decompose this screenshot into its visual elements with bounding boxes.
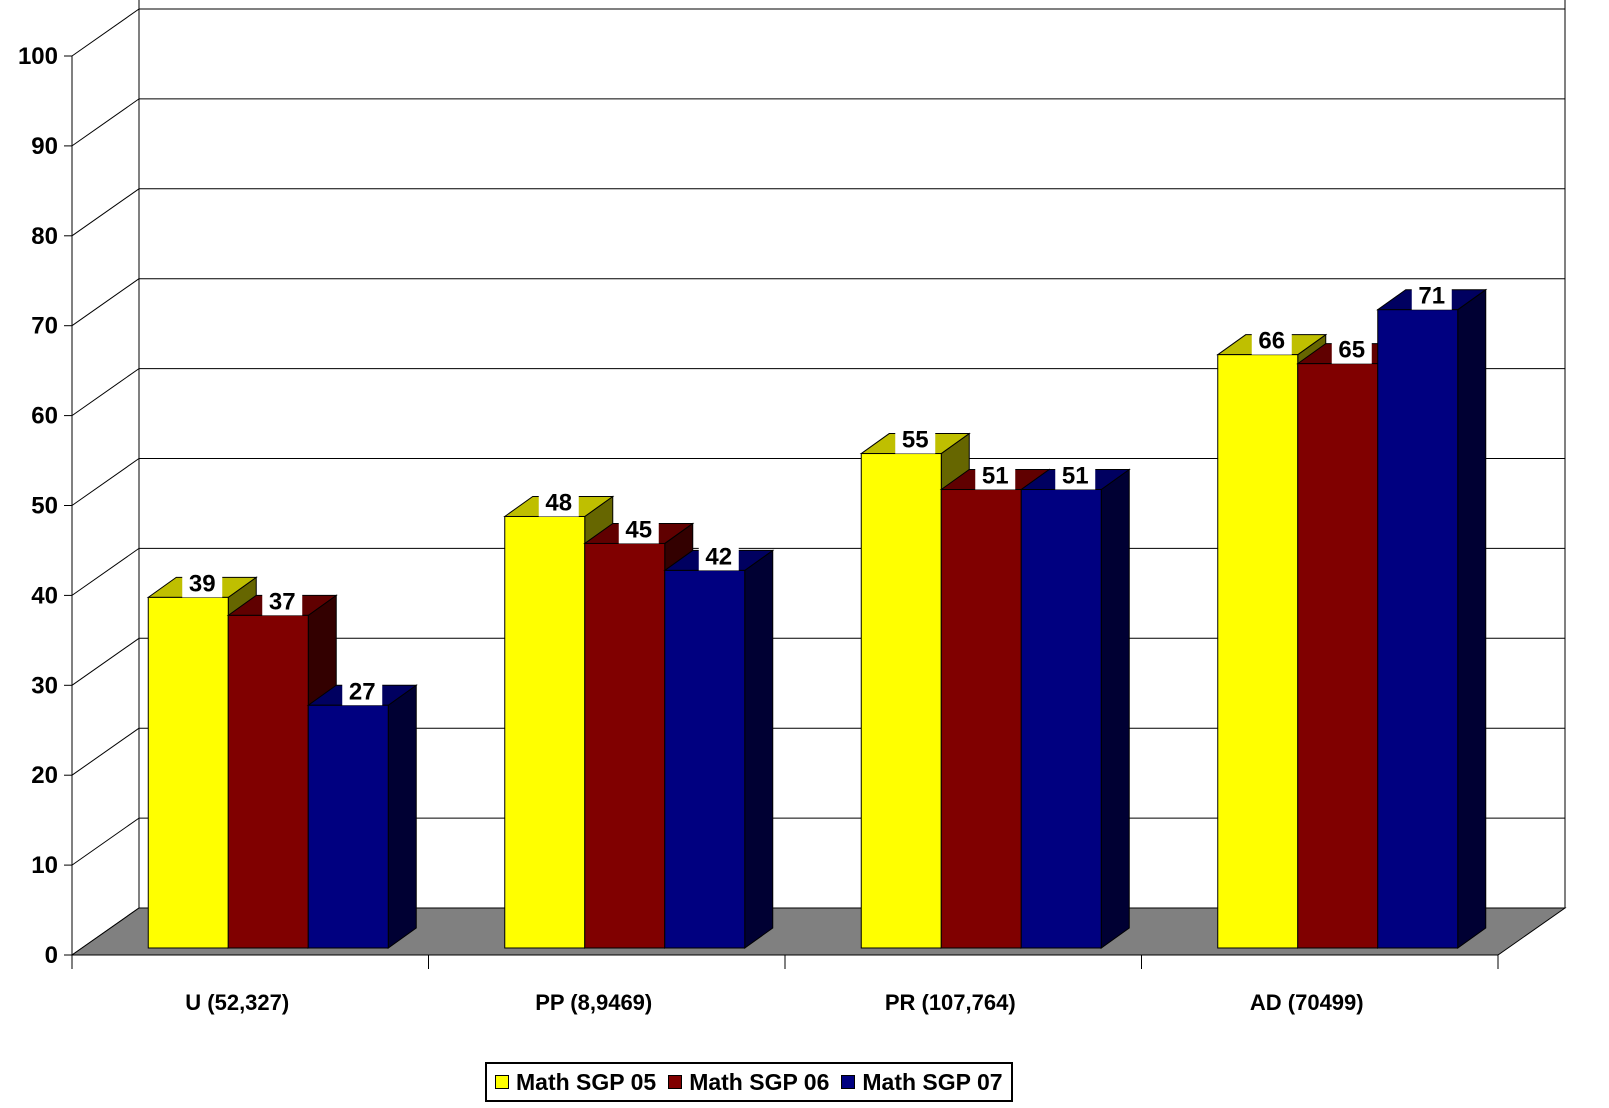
legend-item-series-1: Math SGP 05: [495, 1069, 656, 1096]
data-label-box: [1055, 459, 1096, 490]
x-category-label: PP (8,9469): [535, 990, 652, 1015]
x-category-labels: U (52,327) PP (8,9469) PR (107,764) AD (704…: [185, 990, 1363, 1015]
data-label: 66: [1258, 328, 1285, 355]
bar: [1217, 354, 1299, 949]
y-tick-labels: 0 10 20 30 40 50 60 70 80 90 100: [18, 43, 58, 969]
y-tick-label: 80: [31, 223, 58, 250]
y-tick-label: 90: [31, 133, 58, 160]
data-label: 71: [1418, 283, 1445, 310]
data-label: 51: [1062, 463, 1089, 490]
gridline-diagonal: [71, 817, 140, 866]
gridline-diagonal: [71, 458, 140, 506]
gridline-diagonal: [71, 637, 140, 686]
data-label-box: [1331, 333, 1372, 364]
legend-swatch-series-3: [841, 1075, 856, 1089]
bar: [940, 489, 1022, 949]
data-label: 27: [349, 678, 376, 705]
y-tick-label: 60: [31, 403, 58, 430]
axes: [64, 0, 1499, 969]
data-label-box: [342, 675, 383, 706]
y-tick-label: 30: [31, 672, 58, 699]
x-category-label: PR (107,764): [885, 990, 1016, 1015]
bar: [1297, 363, 1379, 949]
data-label: 48: [545, 489, 572, 516]
data-label: 37: [269, 588, 296, 615]
data-label-box: [182, 567, 223, 598]
legend-swatch-series-2: [668, 1075, 683, 1089]
y-tick-label: 0: [45, 942, 58, 969]
data-label: 51: [982, 463, 1009, 490]
data-label-box: [262, 585, 303, 616]
y-tick-label: 50: [31, 493, 58, 520]
bar: [307, 704, 389, 949]
bar: [147, 596, 229, 949]
x-category-label: AD (70499): [1250, 990, 1364, 1015]
y-tick-label: 40: [31, 582, 58, 609]
legend-item-series-2: Math SGP 06: [668, 1069, 829, 1096]
bars: [146, 288, 1488, 949]
x-category-label: U (52,327): [185, 990, 289, 1015]
bar: [584, 542, 666, 949]
gridline-diagonal: [71, 368, 140, 417]
data-label: 45: [625, 516, 652, 543]
bar: [664, 569, 746, 949]
data-label-box: [698, 540, 739, 571]
y-tick-label: 100: [18, 43, 58, 70]
data-labels: 39 37 27 48 45 42 55 51 51 66 65 71: [182, 279, 1452, 706]
data-label-box: [975, 459, 1016, 490]
gridline-diagonal: [71, 98, 140, 147]
legend-item-series-3: Math SGP 07: [841, 1068, 1003, 1096]
legend-label-series-2: Math SGP 06: [689, 1068, 830, 1095]
y-tick-label: 20: [31, 762, 58, 789]
data-label-box: [1411, 279, 1452, 310]
data-label-box: [618, 513, 659, 544]
legend-label-series-3: Math SGP 07: [862, 1068, 1003, 1095]
bar-side: [1100, 468, 1130, 949]
data-label-box: [1251, 324, 1292, 355]
bar-side: [1457, 288, 1487, 949]
y-tick-label: 70: [31, 313, 58, 340]
y-tick-label: 10: [31, 852, 58, 879]
data-label-box: [538, 486, 579, 517]
gridline-diagonal: [71, 278, 140, 327]
bar-side: [387, 684, 417, 949]
bar: [227, 614, 309, 949]
legend: Math SGP 05 Math SGP 06 Math SGP 07: [485, 1062, 1013, 1102]
data-label: 65: [1338, 337, 1365, 364]
bar: [1377, 309, 1459, 949]
legend-label-series-1: Math SGP 05: [516, 1068, 657, 1095]
bar: [504, 515, 586, 949]
data-label: 42: [705, 543, 732, 570]
gridline-diagonal: [71, 8, 140, 57]
data-label: 39: [189, 570, 216, 597]
gridline-diagonal: [71, 188, 140, 237]
data-label-box: [895, 423, 936, 454]
data-label: 55: [902, 427, 929, 454]
gridline-diagonal: [71, 727, 140, 776]
gridline-diagonal: [71, 547, 140, 596]
bar: [860, 453, 942, 949]
bar-side: [744, 549, 774, 949]
bar: [1020, 489, 1102, 949]
legend-swatch-series-1: [495, 1075, 509, 1089]
